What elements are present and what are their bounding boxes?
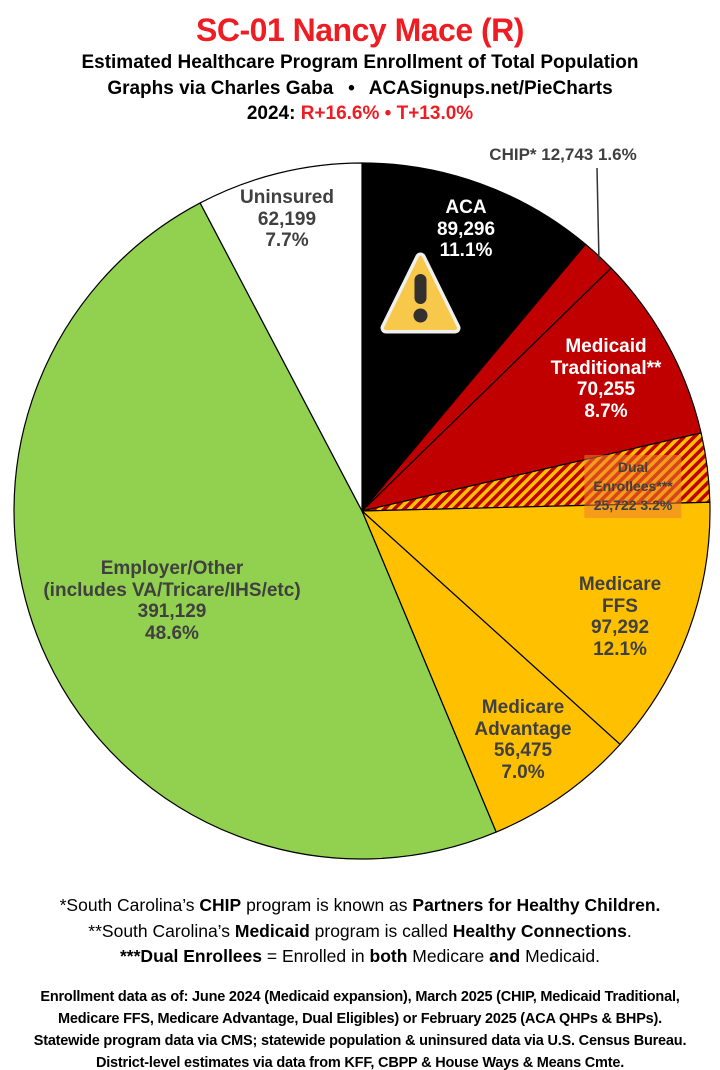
header: SC-01 Nancy Mace (R) Estimated Healthcar… xyxy=(0,10,720,127)
pie-slice-employer-other xyxy=(13,202,497,860)
slice-label-chip: CHIP* 12,743 1.6% xyxy=(489,145,637,164)
footnote-medicaid: **South Carolina’s Medicaid program is c… xyxy=(88,920,632,941)
pie-slice-medicaid-traditional xyxy=(361,267,702,512)
slice-label-medicare-ffs: Medicare FFS 97,292 12.1% xyxy=(578,574,662,660)
warning-icon xyxy=(380,252,461,334)
chip-callout-line xyxy=(596,167,600,263)
data-source-paragraph: Enrollment data as of: June 2024 (Medica… xyxy=(33,989,687,1070)
footnote-dual-enrollees: ***Dual Enrollees = Enrolled in both Med… xyxy=(120,946,600,966)
subtitle: Estimated Healthcare Program Enrollment … xyxy=(81,52,639,73)
pie-slice-medicare-advantage xyxy=(361,510,621,833)
slice-label-uninsured: Uninsured 62,199 7.7% xyxy=(240,187,334,251)
slice-label-medicaid-traditional: Medicaid Traditional** 70,255 8.7% xyxy=(550,336,662,422)
pie-slice-uninsured xyxy=(199,162,363,512)
page-title: SC-01 Nancy Mace (R) xyxy=(196,12,524,48)
partisan-lean-line: 2024: R+16.6% • T+13.0% xyxy=(246,103,474,124)
slice-label-aca: ACA 89,296 11.1% xyxy=(436,197,496,261)
slice-label-medicare-advantage: Medicare Advantage 56,475 7.0% xyxy=(474,697,572,783)
pie-slice-medicare-ffs xyxy=(361,501,711,745)
pie-slices xyxy=(13,162,711,860)
slice-label-employer-other: Employer/Other (includes VA/Tricare/IHS/… xyxy=(43,558,301,644)
slice-label-dual-enrollees: Dual Enrollees*** 25,722 3.2% xyxy=(584,455,682,518)
footnotes: *South Carolina’s CHIP program is known … xyxy=(0,893,720,970)
credit-line: Graphs via Charles Gaba • ACASignups.net… xyxy=(107,77,613,99)
footnote-chip: *South Carolina’s CHIP program is known … xyxy=(59,895,661,915)
pie-slice-aca xyxy=(361,162,587,512)
